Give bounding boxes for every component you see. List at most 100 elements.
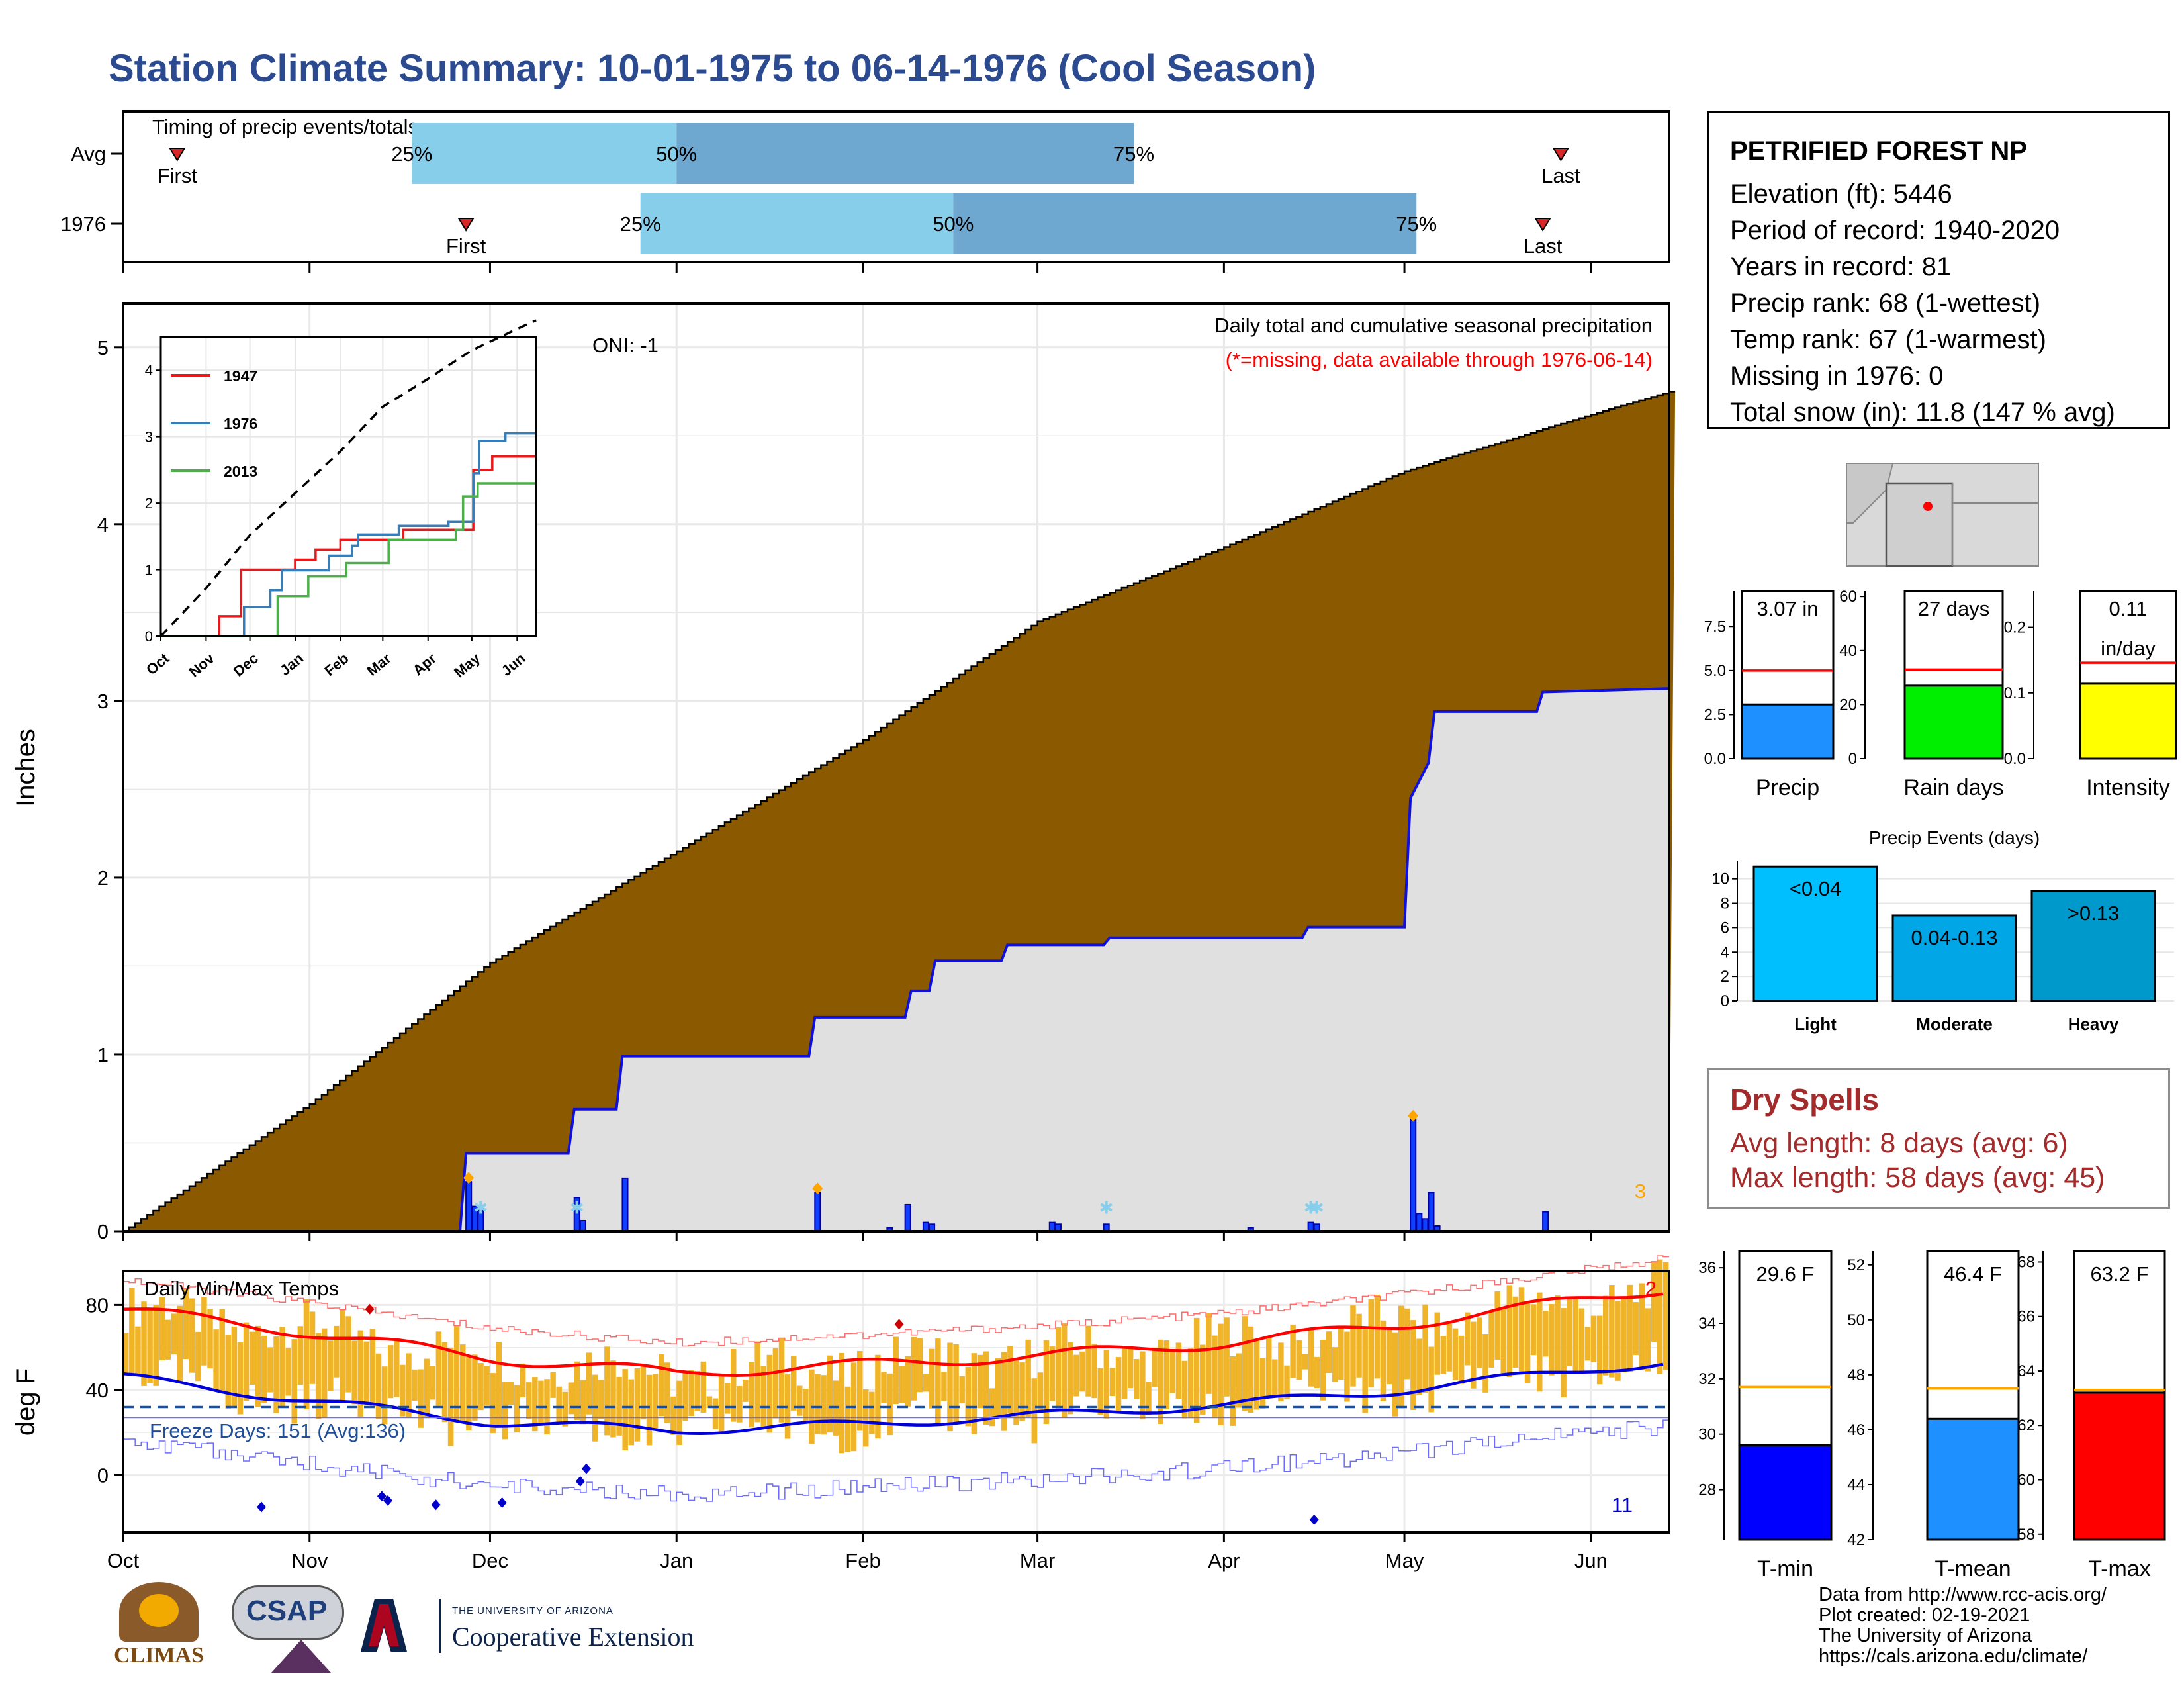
daily-temp-bar: [345, 1316, 351, 1393]
event-category-label: Light: [1794, 1014, 1837, 1034]
daily-temp-bar: [1446, 1323, 1453, 1372]
daily-temp-bar: [1645, 1308, 1651, 1372]
daily-temp-bar: [749, 1362, 754, 1428]
timing-first-label: First: [446, 234, 486, 258]
timing-row-label: Avg: [71, 142, 106, 165]
daily-temp-bar: [243, 1322, 250, 1401]
daily-temp-bar: [460, 1344, 466, 1421]
ua-logo: THE UNIVERSITY OF ARIZONA Cooperative Ex…: [361, 1599, 758, 1671]
daily-temp-bar: [1380, 1320, 1387, 1401]
daily-temp-bar: [135, 1326, 141, 1376]
inset-frame: [159, 336, 537, 637]
temp-bar-min-tick-label: 34: [1698, 1315, 1716, 1333]
daily-temp-bar: [1001, 1352, 1007, 1431]
precip-ytick-label: 3: [97, 690, 109, 713]
month-label: Oct: [107, 1549, 140, 1572]
daily-temp-bar: [658, 1354, 664, 1417]
daily-temp-bar: [1079, 1351, 1085, 1392]
daily-temp-bar: [1356, 1313, 1362, 1378]
temp-bar-max-tick-label: 66: [2017, 1308, 2035, 1326]
timing-title: Timing of precip events/totals: [152, 115, 418, 138]
dry-spells-avg: Avg length: 8 days (avg: 6): [1730, 1127, 2068, 1159]
daily-temp-bar: [1302, 1354, 1308, 1370]
dry-spells-box: Dry Spells Avg length: 8 days (avg: 6) M…: [1707, 1068, 2170, 1209]
daily-temp-bar: [189, 1298, 195, 1373]
daily-temp-bar: [550, 1372, 556, 1398]
event-bar-label: >0.13: [2068, 902, 2119, 925]
daily-temp-bar: [1175, 1342, 1182, 1399]
daily-temp-bar: [1326, 1331, 1332, 1374]
freeze-days-label: Freeze Days: 151 (Avg:136): [150, 1419, 406, 1442]
timing-last-marker: [1552, 148, 1570, 162]
daily-temp-bar: [1549, 1304, 1555, 1376]
daily-temp-bar: [538, 1380, 544, 1427]
daily-temp-bar: [231, 1326, 238, 1407]
daily-temp-bar: [1278, 1342, 1284, 1402]
mini-rain-days-tick-label: 0: [1848, 750, 1857, 768]
daily-temp-bar: [706, 1396, 713, 1408]
daily-temp-bar: [412, 1369, 418, 1401]
daily-temp-bar: [844, 1386, 851, 1452]
daily-temp-bar: [1290, 1324, 1296, 1378]
timing-bar-q3: [676, 123, 1134, 184]
daily-temp-bar: [328, 1340, 334, 1391]
inset-ytick-label: 3: [145, 429, 153, 445]
daily-temp-bar: [1368, 1299, 1375, 1388]
mini-precip-tick-label: 7.5: [1704, 618, 1726, 635]
average-cumulative-line: [123, 391, 1676, 1233]
daily-temp-bar: [1633, 1302, 1639, 1356]
daily-temp-bar: [195, 1331, 201, 1382]
temp-ytick-label: 0: [97, 1464, 109, 1487]
temp-bar-min-tick-label: 36: [1698, 1259, 1716, 1277]
daily-temp-bar: [1452, 1328, 1459, 1380]
daily-temp-bar: [441, 1342, 448, 1423]
inset-ytick-label: 0: [145, 628, 153, 645]
daily-temp-bar: [357, 1330, 363, 1417]
events-tick-label: 6: [1721, 919, 1729, 937]
record-max-line: [123, 1255, 1669, 1347]
daily-temp-bar: [875, 1354, 881, 1439]
avg-max-temp-line: [122, 1292, 1664, 1377]
station-info-box: PETRIFIED FOREST NP Elevation (ft): 5446…: [1707, 111, 2170, 429]
locator-map-state: [1846, 463, 1894, 524]
inset-average-line: [159, 319, 537, 637]
daily-temp-bar: [772, 1348, 779, 1419]
daily-temp-bar: [225, 1335, 232, 1409]
mini-precip-label: Precip: [1756, 775, 1819, 800]
daily-temp-bar: [213, 1329, 219, 1392]
daily-temp-bar: [797, 1385, 803, 1416]
daily-temp-bar: [291, 1339, 297, 1424]
event-category-label: Heavy: [2068, 1014, 2119, 1034]
daily-temp-bar: [1212, 1335, 1218, 1418]
daily-temp-bar: [1428, 1346, 1434, 1413]
events-tick-label: 2: [1721, 968, 1729, 986]
daily-temp-bar: [261, 1335, 267, 1403]
daily-temp-bar: [544, 1379, 550, 1435]
daily-temp-bar: [953, 1344, 959, 1423]
daily-temp-bar: [363, 1341, 370, 1405]
record-temp-diamond: [581, 1463, 591, 1474]
precip-ytick-label: 0: [97, 1220, 109, 1243]
temp-count-top: 2: [1645, 1277, 1657, 1300]
daily-temp-bar: [375, 1353, 382, 1420]
daily-temp-bar: [1518, 1287, 1525, 1373]
mini-precip-bar: [1741, 703, 1835, 760]
daily-temp-bar: [1236, 1353, 1242, 1408]
climas-text: CLIMAS: [114, 1643, 205, 1667]
daily-temp-bar: [147, 1309, 153, 1383]
daily-temp-bar: [387, 1345, 394, 1399]
daily-temp-bar: [676, 1380, 682, 1445]
daily-temp-bar: [1458, 1335, 1465, 1384]
daily-temp-bar: [484, 1366, 490, 1406]
timing-pct-label: 25%: [620, 212, 661, 236]
temp-ytick-label: 80: [86, 1293, 109, 1317]
daily-temp-bar: [718, 1375, 725, 1432]
ua-big-text: Cooperative Extension: [452, 1622, 694, 1652]
daily-precip-bar: [621, 1177, 629, 1233]
daily-temp-bar: [1615, 1301, 1621, 1381]
station-missing: Missing in 1976: 0: [1730, 361, 1944, 391]
daily-temp-bar: [1537, 1292, 1543, 1392]
daily-temp-bar: [1662, 1262, 1669, 1370]
daily-temp-bar: [309, 1311, 316, 1384]
